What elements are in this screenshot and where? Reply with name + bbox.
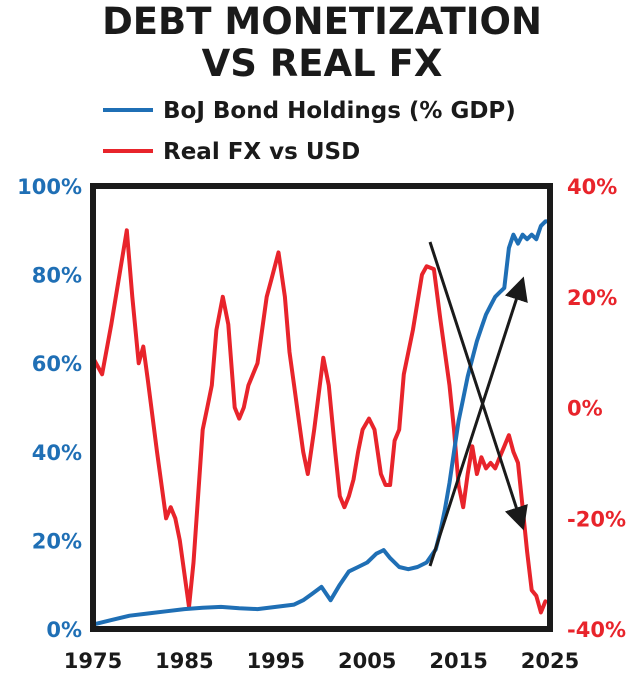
arrow-down-right <box>428 241 528 531</box>
chart-title-line-1: DEBT MONETIZATION <box>102 0 542 43</box>
plot-frame <box>90 183 553 632</box>
x-tick-label: 1985 <box>155 649 213 673</box>
legend-label-boj: BoJ Bond Holdings (% GDP) <box>163 98 516 124</box>
chart-title-line-2: VS REAL FX <box>202 42 443 85</box>
x-tick-label: 2005 <box>338 649 396 673</box>
series-line-boj-holdings <box>93 219 550 627</box>
x-tick-label: 2025 <box>521 649 579 673</box>
series-line-real-fx <box>93 228 548 615</box>
left-tick-label: 60% <box>32 352 82 376</box>
left-tick-label: 80% <box>32 264 82 288</box>
right-axis-ticks: -40% -20% 0% 20% 40% <box>567 175 626 642</box>
left-tick-label: 0% <box>46 618 82 642</box>
right-tick-label: 20% <box>567 286 617 310</box>
right-tick-label: 0% <box>567 397 603 421</box>
x-tick-label: 1995 <box>247 649 305 673</box>
left-tick-label: 40% <box>32 441 82 465</box>
right-tick-label: 40% <box>567 175 617 199</box>
legend: BoJ Bond Holdings (% GDP) Real FX vs USD <box>103 98 516 165</box>
right-tick-label: -20% <box>567 507 626 531</box>
trend-arrows <box>428 241 528 567</box>
x-axis-ticks: 1975 1985 1995 2005 2015 2025 <box>64 649 579 673</box>
legend-label-fx: Real FX vs USD <box>163 139 360 165</box>
x-tick-label: 2015 <box>429 649 487 673</box>
x-tick-label: 1975 <box>64 649 122 673</box>
left-tick-label: 20% <box>32 529 82 553</box>
plot-lines <box>93 219 550 627</box>
arrow-up-right <box>428 276 528 567</box>
left-axis-ticks: 0% 20% 40% 60% 80% 100% <box>17 175 82 642</box>
right-tick-label: -40% <box>567 618 626 642</box>
left-tick-label: 100% <box>17 175 82 199</box>
